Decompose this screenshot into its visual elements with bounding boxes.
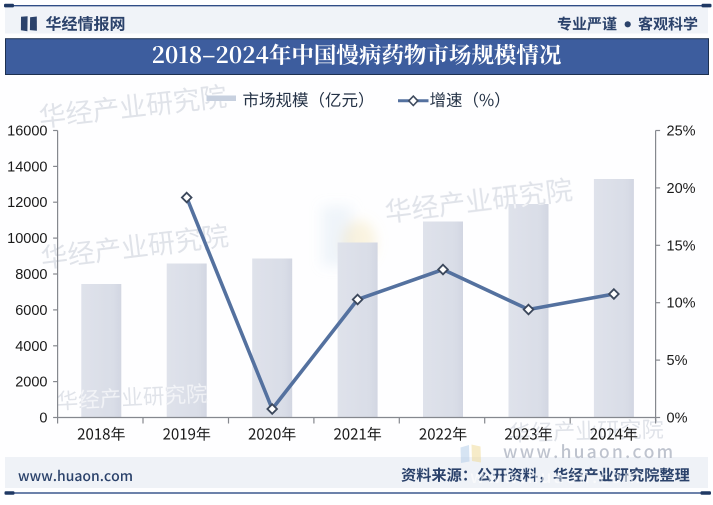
- svg-text:8000: 8000: [15, 267, 47, 283]
- svg-text:5%: 5%: [667, 353, 688, 369]
- svg-text:10%: 10%: [667, 296, 696, 312]
- svg-text:0: 0: [39, 411, 47, 427]
- svg-text:15%: 15%: [667, 238, 696, 254]
- svg-text:2000: 2000: [15, 375, 47, 391]
- svg-text:25%: 25%: [667, 124, 696, 140]
- svg-text:14000: 14000: [7, 159, 47, 175]
- svg-text:10000: 10000: [7, 231, 47, 247]
- svg-text:4000: 4000: [15, 339, 47, 355]
- svg-text:12000: 12000: [7, 195, 47, 211]
- svg-text:16000: 16000: [7, 124, 47, 140]
- svg-text:6000: 6000: [15, 303, 47, 319]
- svg-text:20%: 20%: [667, 181, 696, 197]
- svg-text:0%: 0%: [667, 411, 688, 427]
